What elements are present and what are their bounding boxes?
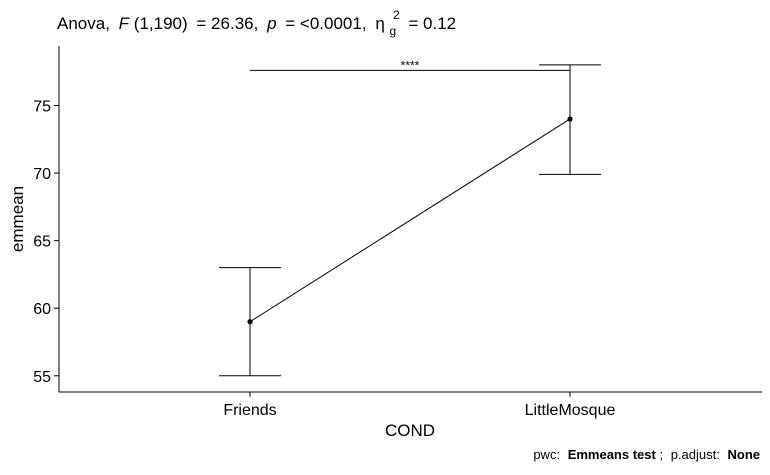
x-axis-title: COND	[385, 421, 435, 440]
mean-line	[249, 118, 571, 323]
y-axis-ticks: 55 60 65 70 75	[33, 98, 59, 386]
y-axis-title: emmean	[8, 186, 27, 252]
title-prefix: Anova,	[57, 14, 110, 33]
title-eta-superscript: 2	[393, 8, 400, 22]
title-eta-symbol: η	[375, 14, 384, 33]
significance-label: ****	[401, 58, 420, 72]
title-f-df: (1,190)	[134, 14, 188, 33]
y-tick-label: 70	[33, 166, 51, 183]
title-p-symbol: p	[266, 14, 276, 33]
caption-adjust-value: None	[728, 447, 761, 462]
y-tick-label: 75	[33, 98, 51, 115]
x-axis-ticks: Friends LittleMosque	[223, 392, 615, 419]
y-tick-label: 60	[33, 301, 51, 318]
caption-adjust-label: p.adjust:	[671, 447, 720, 462]
mean-point-friends	[247, 319, 253, 325]
title-eta-subscript: g	[390, 24, 397, 38]
x-tick-label-littlemosque: LittleMosque	[525, 402, 616, 419]
caption-separator: ;	[659, 447, 663, 462]
series-layer	[219, 64, 601, 377]
y-tick-label: 65	[33, 234, 51, 251]
title-f-value: = 26.36,	[196, 14, 258, 33]
caption: pwc: Emmeans test ; p.adjust: None	[533, 447, 760, 462]
title-p-value: = <0.0001,	[285, 14, 366, 33]
mean-point-littlemosque	[567, 116, 573, 122]
title-eta-value: = 0.12	[408, 14, 456, 33]
caption-pwc-value: Emmeans test	[568, 447, 657, 462]
caption-pwc-label: pwc:	[533, 447, 560, 462]
significance-annotation: ****	[250, 58, 570, 72]
title-f-symbol: F	[119, 14, 131, 33]
chart-title: Anova, F (1,190) = 26.36, p = <0.0001, η…	[57, 4, 456, 39]
x-tick-label-friends: Friends	[223, 402, 276, 419]
y-tick-label: 55	[33, 369, 51, 386]
